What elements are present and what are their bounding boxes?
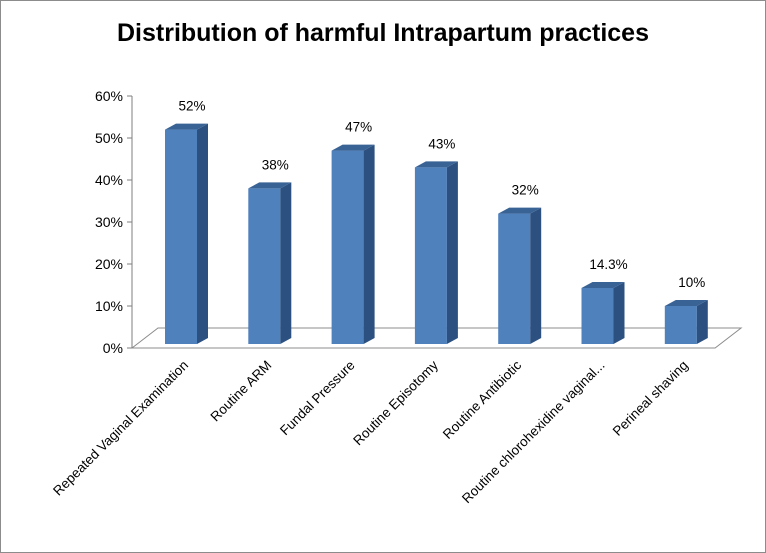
bar-top	[664, 300, 708, 306]
data-label: 10%	[678, 275, 705, 290]
x-category-label: Perineal shaving	[610, 358, 691, 439]
bar	[165, 123, 208, 344]
bar-front	[414, 167, 447, 344]
y-tick-label: 10%	[95, 298, 123, 314]
y-tick-label: 40%	[95, 172, 123, 188]
bar-top	[331, 144, 375, 151]
bar	[498, 207, 542, 344]
data-label: 14.3%	[589, 257, 627, 272]
y-tick-label: 50%	[95, 130, 123, 146]
bar-front	[498, 213, 531, 344]
bar-side	[363, 144, 375, 344]
data-label: 32%	[512, 183, 539, 198]
bar-side	[280, 182, 292, 344]
bar-front	[664, 306, 697, 344]
x-category-label: Routine ARM	[208, 358, 275, 425]
y-tick-label: 30%	[95, 214, 123, 230]
y-tick-label: 0%	[103, 340, 123, 356]
bar-side	[197, 123, 208, 344]
chart-title: Distribution of harmful Intrapartum prac…	[117, 19, 649, 47]
bar	[664, 300, 708, 344]
bar-side	[613, 281, 625, 344]
data-label: 43%	[428, 136, 455, 151]
x-category-label: Fundal Pressure	[277, 358, 358, 439]
data-label: 38%	[262, 157, 289, 172]
bar-side	[530, 207, 542, 344]
bar-front	[581, 287, 614, 344]
bar	[414, 161, 458, 344]
data-label: 47%	[345, 120, 372, 135]
y-tick-label: 20%	[95, 256, 123, 272]
bars	[165, 123, 708, 344]
bar-top	[414, 161, 458, 168]
data-label: 52%	[178, 99, 205, 114]
bar-front	[165, 129, 197, 344]
x-category-label: Routine chlorohexidine vaginal...	[459, 358, 608, 507]
x-category-label: Routine Antibiotic	[440, 357, 525, 442]
bar	[331, 144, 375, 344]
x-category-label: Routine Episotomy	[350, 357, 441, 448]
data-labels: 52% 38% 47% 43% 32% 14.3% 10%	[178, 99, 705, 290]
y-tick-label: 60%	[95, 88, 123, 104]
bar-side	[696, 300, 708, 344]
bar-front	[248, 188, 281, 344]
x-category-label: Repeated Vaginal Examination	[50, 358, 191, 499]
bar-top	[498, 207, 542, 214]
bar-front	[331, 150, 364, 344]
bar	[581, 281, 625, 344]
x-axis-categories: Repeated Vaginal Examination Routine ARM F…	[50, 357, 691, 506]
bar-top	[165, 123, 208, 130]
y-axis: 0% 10% 20% 30% 40% 50% 60%	[95, 88, 133, 356]
bar-top	[248, 182, 292, 189]
bar-top	[581, 281, 625, 288]
bar	[248, 182, 292, 344]
bar-side	[446, 161, 458, 344]
